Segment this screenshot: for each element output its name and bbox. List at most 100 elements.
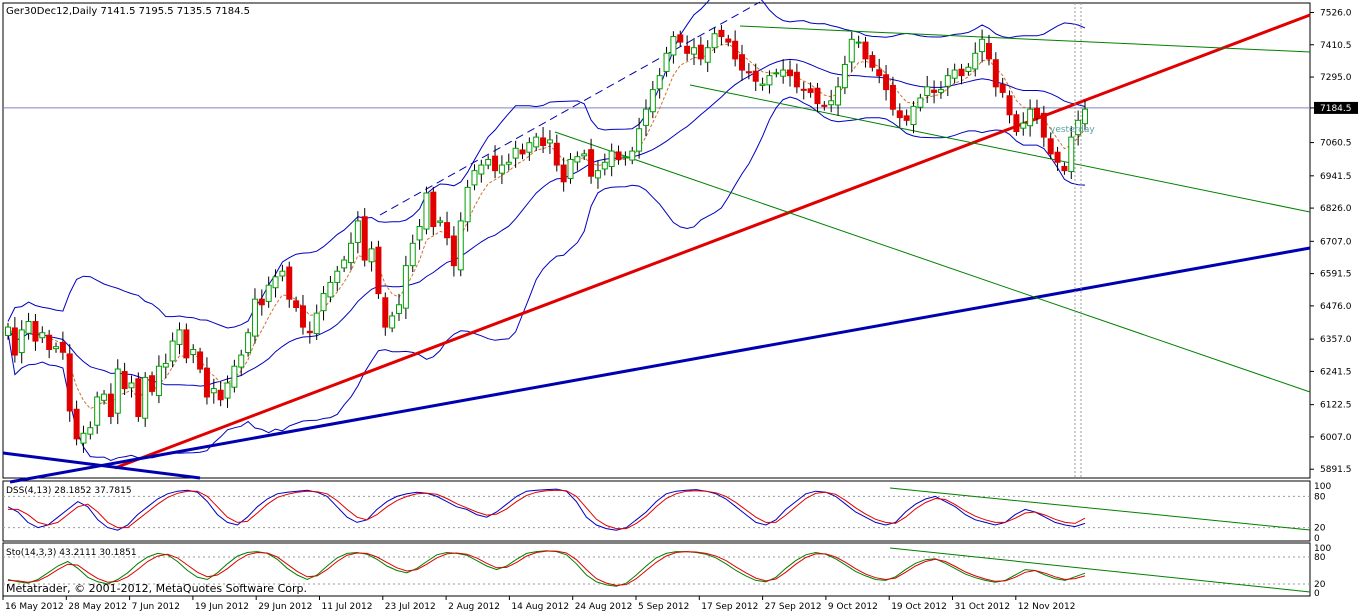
candle: [896, 103, 903, 128]
osc-tick-label: 100: [1314, 482, 1331, 492]
candle: [608, 143, 615, 177]
candle: [450, 226, 457, 277]
candle: [670, 31, 677, 64]
date-tick-label: 23 Jul 2012: [385, 602, 436, 612]
candle: [540, 127, 547, 154]
candle: [423, 186, 430, 235]
candle: [910, 101, 917, 134]
trendline-blue: [9, 246, 1311, 484]
candle: [855, 35, 862, 48]
date-tick-label: 14 Aug 2012: [511, 602, 569, 612]
candle: [636, 117, 643, 159]
price-tick-label: 6007.0: [1320, 433, 1352, 443]
candle: [1020, 112, 1027, 136]
candle: [704, 40, 711, 73]
candle: [615, 145, 622, 165]
candle: [210, 378, 217, 404]
bollinger-lower: [7, 96, 1086, 462]
candle: [197, 347, 204, 374]
date-tick-label: 9 Oct 2012: [828, 602, 878, 612]
candle: [972, 42, 979, 77]
date-tick-label: 19 Jun 2012: [195, 602, 249, 612]
candle: [1033, 99, 1040, 124]
candle: [841, 55, 848, 95]
candle: [94, 391, 101, 434]
candle: [279, 264, 286, 282]
candle: [581, 149, 588, 161]
trendline-blue-short: [2, 451, 201, 480]
price-tick-label: 6591.5: [1320, 270, 1352, 280]
price-tick-label: 7184.5: [1320, 104, 1352, 114]
candle: [190, 344, 197, 364]
candle: [169, 332, 176, 368]
candle: [368, 241, 375, 272]
candle: [464, 179, 471, 232]
candle: [430, 186, 437, 236]
channel-green-lower: [554, 131, 1311, 393]
candle: [80, 425, 87, 453]
candle: [265, 276, 272, 308]
candle: [87, 421, 94, 440]
candle: [25, 312, 32, 340]
dss-line-signal: [8, 489, 1086, 530]
date-tick-label: 7 Jun 2012: [132, 602, 180, 612]
price-tick-label: 6826.0: [1320, 204, 1352, 214]
candle: [780, 59, 787, 84]
candle: [320, 286, 327, 321]
candle: [793, 63, 800, 94]
candle: [5, 322, 11, 340]
candle: [46, 329, 53, 359]
candle: [1082, 100, 1088, 131]
candle: [396, 293, 403, 321]
candle: [1013, 110, 1020, 136]
candle: [931, 80, 938, 104]
candle: [533, 132, 540, 152]
date-tick-label: 2 Aug 2012: [448, 602, 500, 612]
dss-line-main: [7, 488, 1086, 531]
candle: [835, 77, 842, 116]
candle: [690, 37, 697, 66]
candle: [505, 153, 512, 171]
candle: [1061, 162, 1068, 175]
price-tick-label: 5891.5: [1320, 465, 1352, 475]
candle: [601, 153, 608, 176]
candle: [814, 82, 821, 113]
candle: [944, 68, 951, 97]
date-tick-label: 16 May 2012: [5, 602, 64, 612]
candle: [114, 359, 121, 425]
candle: [759, 77, 766, 91]
candle: [203, 357, 210, 405]
candle: [59, 331, 66, 360]
candle: [889, 76, 896, 116]
candle: [162, 353, 169, 378]
candle: [347, 232, 354, 271]
candle: [924, 75, 931, 104]
candle: [341, 255, 348, 273]
price-tick-label: 6476.0: [1320, 302, 1352, 312]
candle: [677, 30, 684, 47]
candle: [498, 155, 505, 185]
candle: [649, 80, 656, 119]
candle: [11, 317, 18, 363]
candle: [361, 208, 368, 267]
candle: [183, 323, 190, 364]
candle: [437, 216, 444, 227]
candle: [492, 145, 499, 179]
candle: [937, 80, 944, 99]
candle: [883, 65, 890, 101]
candle: [656, 68, 663, 99]
date-tick-label: 12 Nov 2012: [1018, 602, 1076, 612]
candle: [985, 34, 992, 66]
candle: [382, 292, 389, 336]
sto-divergence-line: [889, 547, 1311, 593]
candle: [848, 31, 855, 72]
candle: [272, 269, 279, 298]
date-tick-label: 28 May 2012: [68, 602, 127, 612]
candle: [732, 30, 739, 67]
sto-line-signal: [7, 550, 1086, 586]
candle: [718, 25, 725, 46]
candle: [1006, 90, 1013, 124]
candle: [135, 372, 142, 422]
